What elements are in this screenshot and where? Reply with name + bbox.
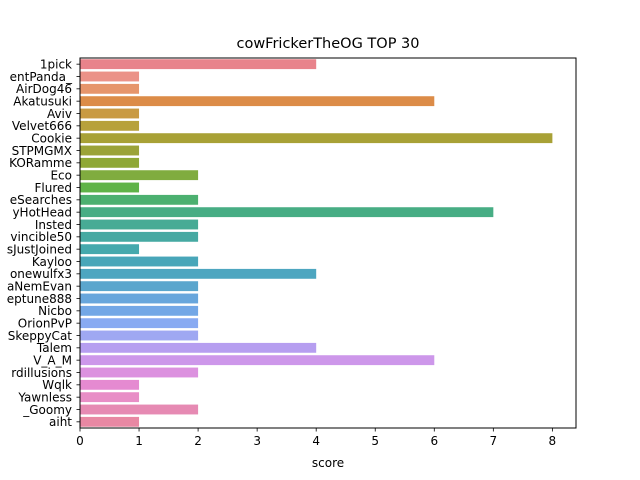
y-tick-label: Wqlk bbox=[42, 378, 72, 392]
plot-frame bbox=[79, 57, 577, 429]
x-tick-label: 3 bbox=[253, 434, 261, 448]
y-tick-label: onewulfx3 bbox=[10, 267, 72, 281]
y-tick-label: eSearches bbox=[10, 193, 72, 207]
x-tick-label: 4 bbox=[312, 434, 320, 448]
x-tick-label: 8 bbox=[549, 434, 557, 448]
bar-15 bbox=[80, 244, 140, 255]
bars-group bbox=[80, 59, 553, 427]
x-axis-ticks: 0 1 2 3 4 5 6 7 8 bbox=[76, 428, 556, 448]
x-tick-label: 1 bbox=[135, 434, 143, 448]
y-tick-label: Yawnless bbox=[17, 390, 72, 404]
bar-3 bbox=[80, 96, 435, 107]
bar-4 bbox=[80, 108, 140, 119]
y-tick-label: Talem bbox=[36, 341, 72, 355]
x-tick-label: 0 bbox=[76, 434, 84, 448]
bar-13 bbox=[80, 219, 199, 230]
y-tick-label: entPanda_ bbox=[10, 70, 73, 84]
y-tick-label: eptune888 bbox=[7, 292, 72, 306]
bar-8 bbox=[80, 157, 140, 168]
y-tick-label: SkeppyCat bbox=[8, 329, 73, 343]
bar-0 bbox=[80, 59, 317, 70]
bar-25 bbox=[80, 367, 199, 378]
y-tick-label: Insted bbox=[35, 218, 72, 232]
bar-2 bbox=[80, 83, 140, 94]
bar-9 bbox=[80, 170, 199, 181]
y-tick-label: _Goomy bbox=[22, 403, 72, 417]
x-tick-label: 7 bbox=[490, 434, 498, 448]
bar-17 bbox=[80, 268, 317, 279]
y-tick-label: Flured bbox=[34, 181, 72, 195]
x-tick-label: 6 bbox=[430, 434, 438, 448]
bar-16 bbox=[80, 256, 199, 267]
y-tick-label: KORamme bbox=[9, 156, 72, 170]
bar-27 bbox=[80, 392, 140, 403]
x-tick-label: 5 bbox=[371, 434, 379, 448]
bar-23 bbox=[80, 342, 317, 353]
bar-10 bbox=[80, 182, 140, 193]
y-tick-label: Cookie bbox=[31, 131, 72, 145]
y-tick-label: yHotHead bbox=[12, 205, 72, 219]
y-tick-label: Eco bbox=[50, 168, 72, 182]
bar-26 bbox=[80, 379, 140, 390]
x-axis-label: score bbox=[312, 456, 344, 470]
bar-7 bbox=[80, 145, 140, 156]
bar-21 bbox=[80, 318, 199, 329]
y-tick-label: OrionPvP bbox=[18, 316, 72, 330]
bar-11 bbox=[80, 194, 199, 205]
bar-5 bbox=[80, 120, 140, 131]
y-tick-label: Akatusuki bbox=[13, 94, 72, 108]
chart-title: cowFrickerTheOG TOP 30 bbox=[236, 36, 419, 52]
y-tick-label: STPMGMX bbox=[12, 144, 72, 158]
y-tick-label: Aviv bbox=[47, 107, 72, 121]
y-tick-label: vincible50 bbox=[10, 230, 72, 244]
bar-24 bbox=[80, 355, 435, 366]
bar-28 bbox=[80, 404, 199, 415]
bar-22 bbox=[80, 330, 199, 341]
y-tick-label: sJustJoined bbox=[7, 242, 72, 256]
x-tick-label: 2 bbox=[194, 434, 202, 448]
y-tick-label: aNemEvan bbox=[7, 279, 72, 293]
y-tick-label: rdillusions bbox=[11, 366, 72, 380]
bar-14 bbox=[80, 231, 199, 242]
bar-1 bbox=[80, 71, 140, 82]
y-tick-label: AirDog46 bbox=[16, 82, 72, 96]
bar-29 bbox=[80, 416, 140, 427]
bar-12 bbox=[80, 207, 494, 218]
bar-6 bbox=[80, 133, 553, 144]
y-tick-label: aiht bbox=[49, 415, 72, 429]
y-tick-label: V_A_M bbox=[33, 353, 72, 367]
bar-20 bbox=[80, 305, 199, 316]
bar-19 bbox=[80, 293, 199, 304]
y-tick-label: Velvet666 bbox=[12, 119, 72, 133]
y-tick-label: 1pick bbox=[40, 57, 72, 71]
y-tick-label: Kayloo bbox=[32, 255, 72, 269]
bar-18 bbox=[80, 281, 199, 292]
y-axis-ticks: 1pickentPanda_AirDog46AkatusukiAvivVelve… bbox=[7, 57, 80, 429]
y-tick-label: Nicbo bbox=[38, 304, 72, 318]
